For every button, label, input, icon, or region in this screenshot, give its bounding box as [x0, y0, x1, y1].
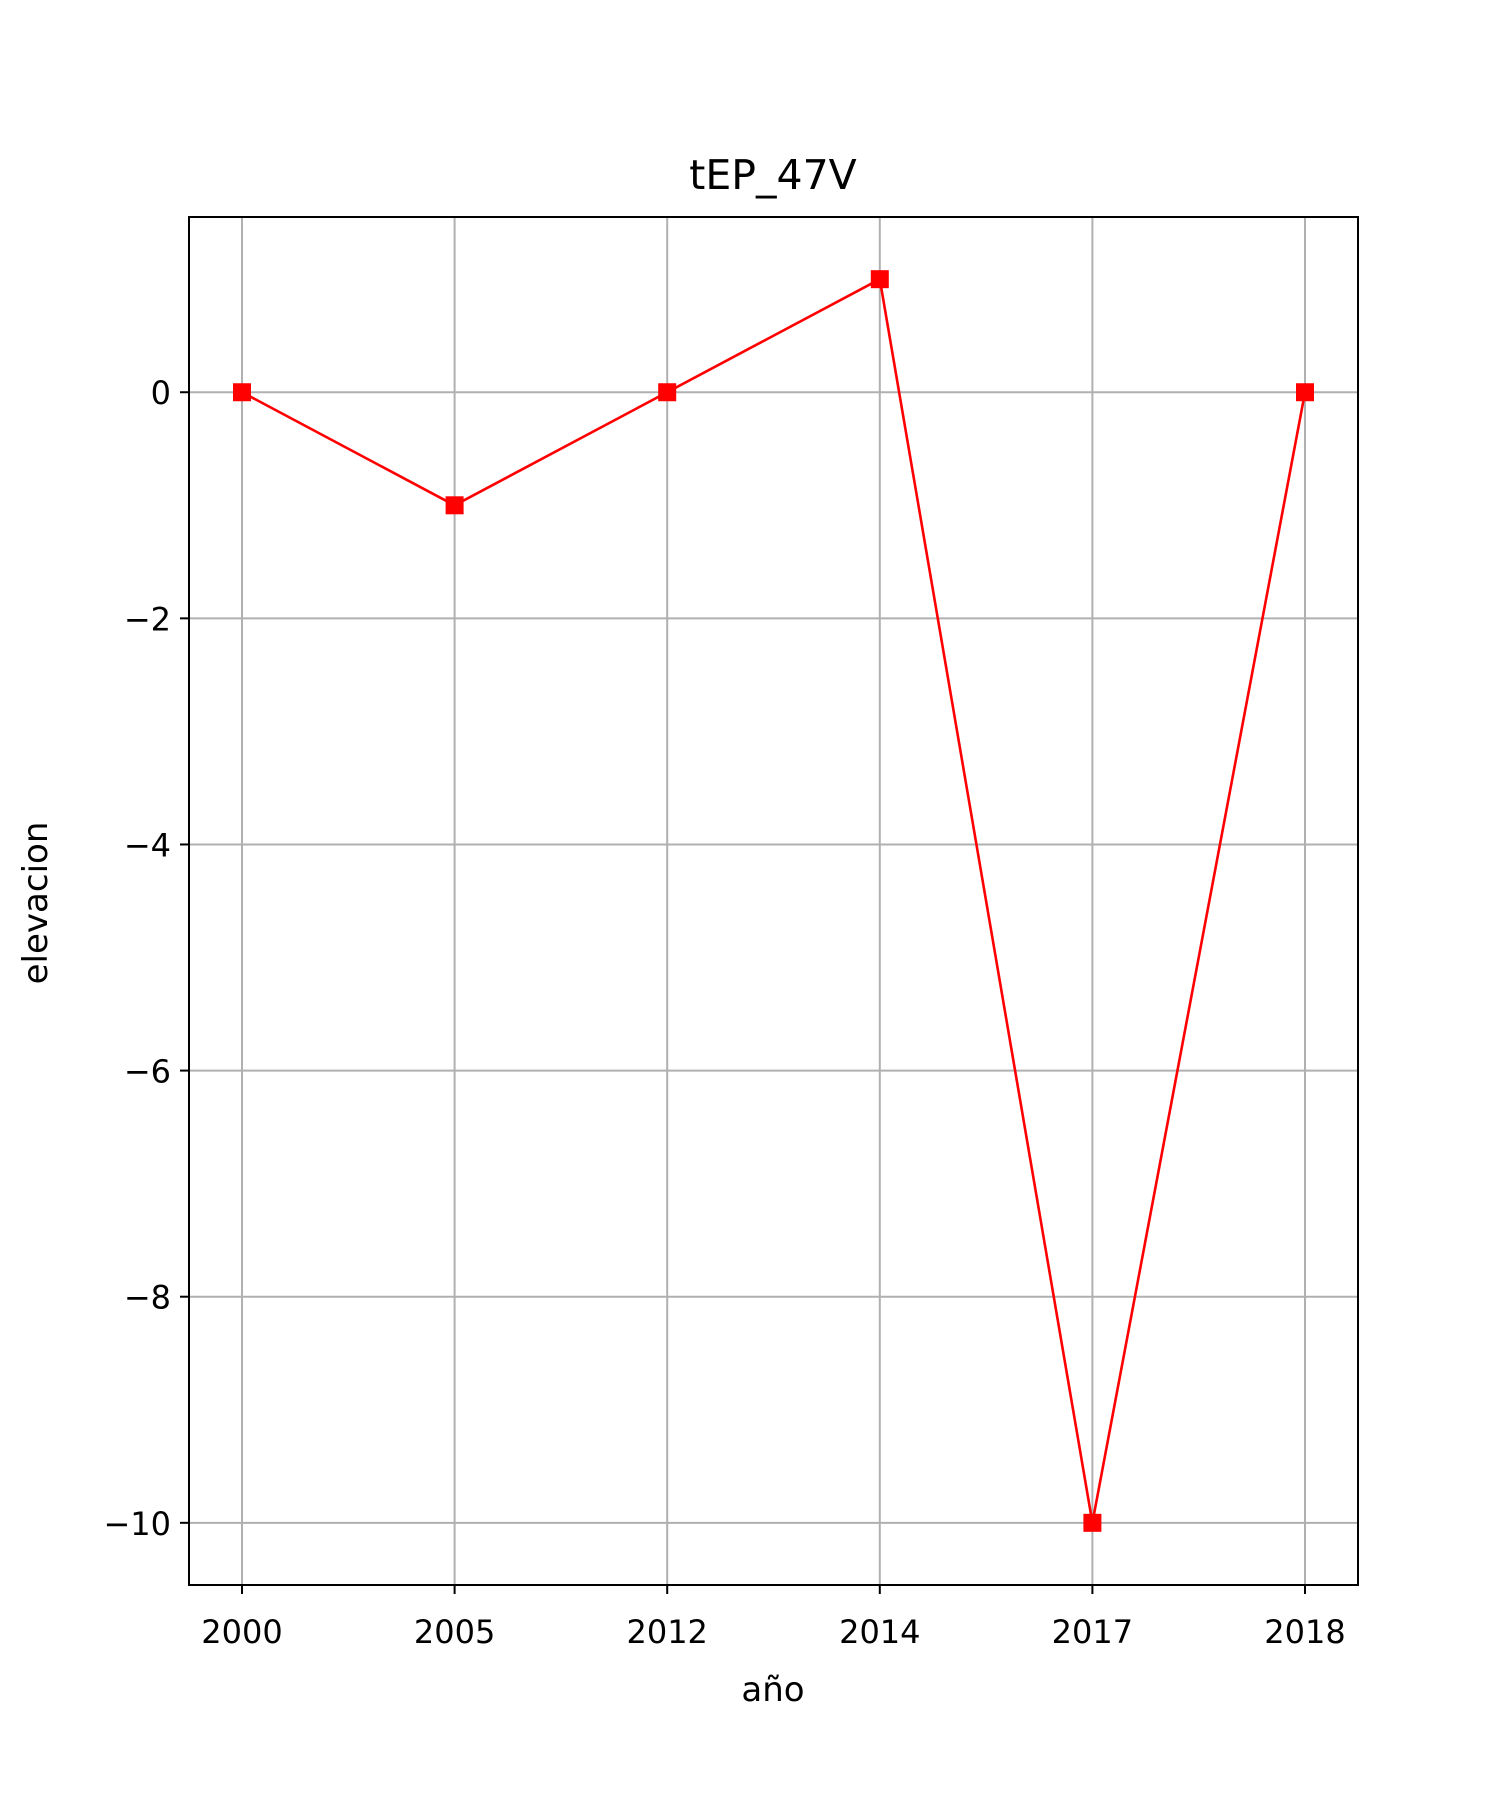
x-tick-label: 2005 [414, 1613, 495, 1651]
chart-title: tEP_47V [689, 151, 856, 199]
y-tick-label: −8 [124, 1279, 171, 1317]
series-layer [241, 277, 1307, 1525]
y-axis-label: elevacion [16, 822, 56, 985]
marker-layer [233, 270, 1314, 1532]
x-tick-label: 2012 [626, 1613, 707, 1651]
x-axis-ticks: 2000 2005 2012 2014 2017 2018 [201, 1585, 1346, 1651]
x-tick-label: 2000 [201, 1613, 282, 1651]
y-tick-label: 0 [151, 374, 171, 412]
data-point-marker [658, 383, 677, 402]
x-tick-label: 2014 [839, 1613, 920, 1651]
data-point-marker [1083, 1513, 1102, 1532]
y-tick-label: −6 [124, 1053, 171, 1091]
y-tick-label: −10 [103, 1505, 171, 1543]
data-point-marker [445, 496, 464, 515]
y-tick-label: −2 [124, 600, 171, 638]
y-tick-label: −4 [124, 826, 171, 864]
grid [189, 217, 1358, 1585]
x-axis-label: año [741, 1670, 804, 1710]
data-point-marker [233, 383, 251, 402]
data-point-marker [1296, 383, 1314, 402]
y-axis-ticks: 0 −2 −4 −6 −8 −10 [103, 374, 189, 1543]
series-line [241, 277, 1307, 1525]
plot-frame [188, 216, 1359, 1586]
x-tick-label: 2018 [1264, 1613, 1345, 1651]
data-point-marker [870, 270, 889, 289]
x-tick-label: 2017 [1052, 1613, 1133, 1651]
